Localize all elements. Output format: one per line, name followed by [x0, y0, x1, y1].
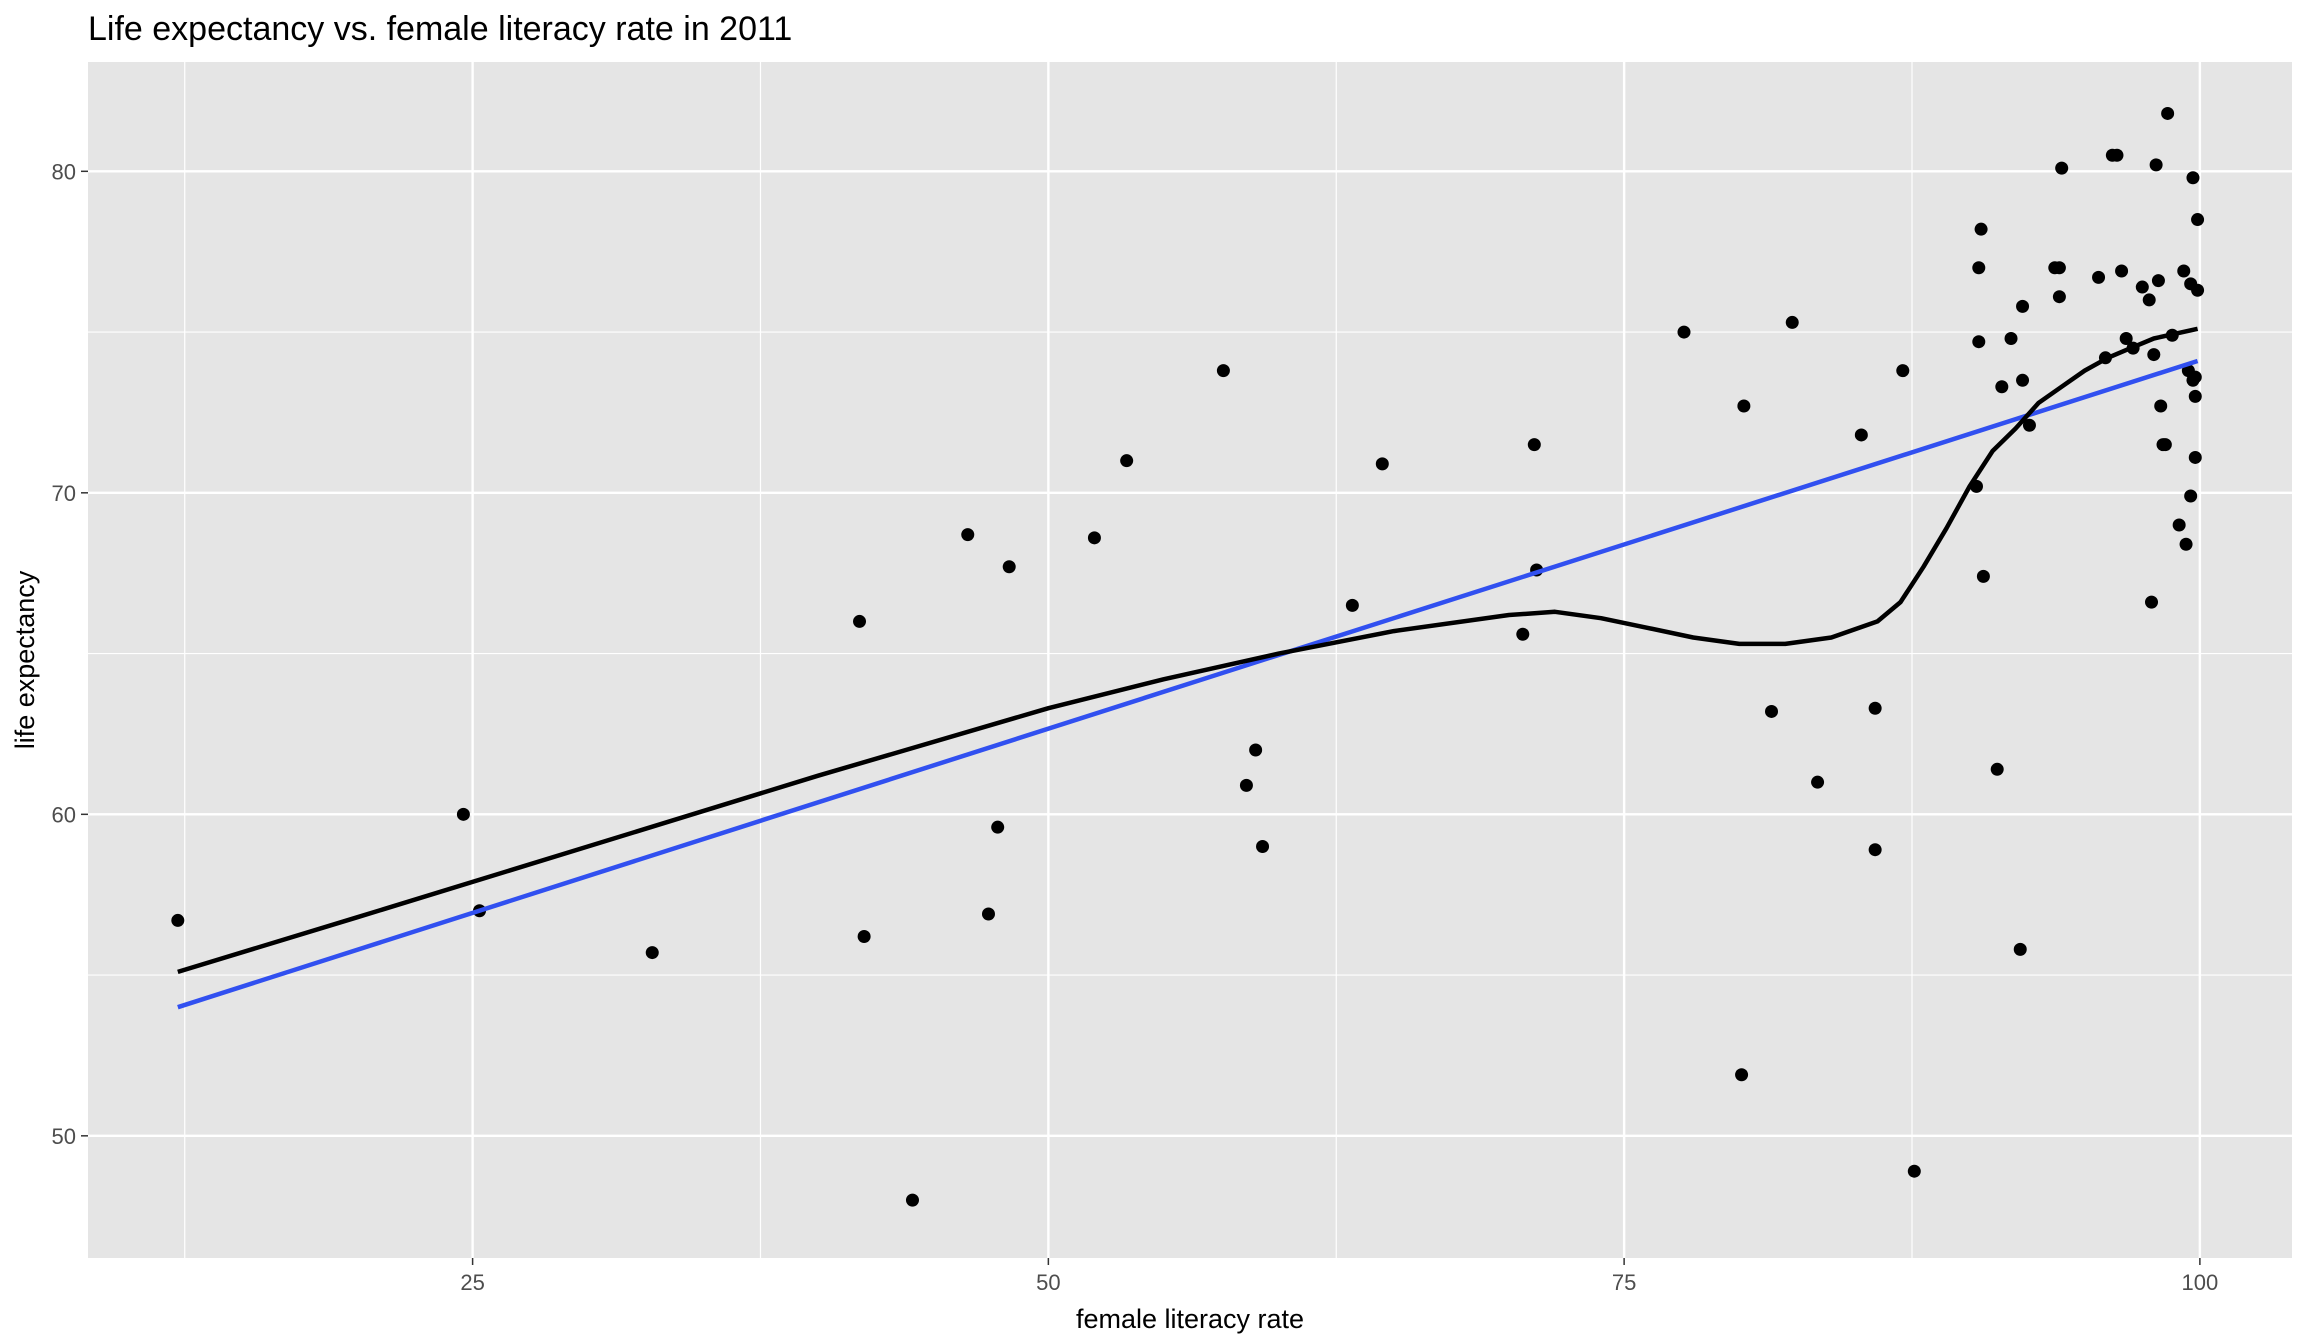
major-gridlines	[88, 62, 2292, 1258]
data-point	[1345, 598, 1359, 612]
data-point	[2188, 450, 2202, 464]
data-point	[2115, 264, 2129, 278]
data-point	[1995, 380, 2009, 394]
data-point	[2184, 489, 2198, 503]
data-point	[645, 946, 659, 960]
data-point	[1239, 778, 1253, 792]
chart-title: Life expectancy vs. female literacy rate…	[88, 10, 792, 48]
data-point	[1216, 364, 1230, 378]
data-point	[1737, 399, 1751, 413]
x-tick-label: 75	[1612, 1270, 1636, 1295]
data-point	[2154, 399, 2168, 413]
data-point	[2188, 370, 2202, 384]
data-point	[1972, 261, 1986, 275]
data-point	[2004, 331, 2018, 345]
x-tick-label: 25	[460, 1270, 484, 1295]
data-point	[853, 614, 867, 628]
data-point	[171, 913, 185, 927]
minor-gridlines	[88, 62, 2292, 1258]
data-point	[2052, 261, 2066, 275]
data-point	[1974, 222, 1988, 236]
data-point	[2149, 158, 2163, 172]
data-point	[1256, 839, 1270, 853]
x-tick-label: 50	[1036, 1270, 1060, 1295]
data-point	[1811, 775, 1825, 789]
y-tick-label: 60	[52, 802, 76, 827]
data-point	[1976, 569, 1990, 583]
x-axis-title: female literacy rate	[1076, 1304, 1304, 1334]
data-point	[905, 1193, 919, 1207]
x-axis: 25 50 75 100	[460, 1258, 2218, 1295]
data-point	[2142, 293, 2156, 307]
loess-fit-line	[177, 326, 2199, 975]
data-point	[1375, 457, 1389, 471]
data-point	[2022, 418, 2036, 432]
data-point	[2110, 148, 2124, 162]
data-point	[456, 807, 470, 821]
data-point	[1120, 454, 1134, 468]
data-point	[2119, 331, 2133, 345]
x-tick-label: 100	[2182, 1270, 2219, 1295]
data-point	[1896, 364, 1910, 378]
data-point	[1677, 325, 1691, 339]
data-point	[1972, 335, 1986, 349]
data-points	[171, 106, 2205, 1207]
data-point	[1087, 531, 1101, 545]
plot-panel	[88, 62, 2292, 1258]
data-point	[857, 929, 871, 943]
data-point	[1868, 843, 1882, 857]
data-point	[2172, 518, 2186, 532]
data-point	[981, 907, 995, 921]
data-point	[961, 528, 975, 542]
data-point	[1907, 1164, 1921, 1178]
data-point	[2016, 373, 2030, 387]
data-point	[2191, 213, 2205, 227]
data-point	[1002, 560, 1016, 574]
data-point	[1527, 438, 1541, 452]
data-point	[2177, 264, 2191, 278]
data-point	[2191, 283, 2205, 297]
data-point	[1868, 701, 1882, 715]
linear-fit-line	[177, 358, 2199, 1010]
data-point	[2013, 942, 2027, 956]
data-point	[2188, 389, 2202, 403]
y-tick-label: 70	[52, 481, 76, 506]
data-point	[1854, 428, 1868, 442]
data-point	[991, 820, 1005, 834]
data-point	[2052, 290, 2066, 304]
data-point	[1516, 627, 1530, 641]
data-point	[2147, 348, 2161, 362]
data-point	[1249, 743, 1263, 757]
data-point	[2135, 280, 2149, 294]
data-point	[2055, 161, 2069, 175]
data-point	[2151, 274, 2165, 288]
data-point	[2158, 438, 2172, 452]
data-point	[2092, 270, 2106, 284]
data-point	[2016, 299, 2030, 313]
y-axis-title: life expectancy	[10, 570, 40, 749]
data-point	[1785, 315, 1799, 329]
y-tick-label: 50	[52, 1124, 76, 1149]
y-axis: 50 60 70 80	[52, 159, 88, 1149]
data-point	[2179, 537, 2193, 551]
data-point	[2161, 106, 2175, 120]
data-point	[2145, 595, 2159, 609]
data-point	[1735, 1068, 1749, 1082]
y-tick-label: 80	[52, 159, 76, 184]
data-point	[2186, 171, 2200, 185]
data-point	[1765, 704, 1779, 718]
data-point	[1990, 762, 2004, 776]
